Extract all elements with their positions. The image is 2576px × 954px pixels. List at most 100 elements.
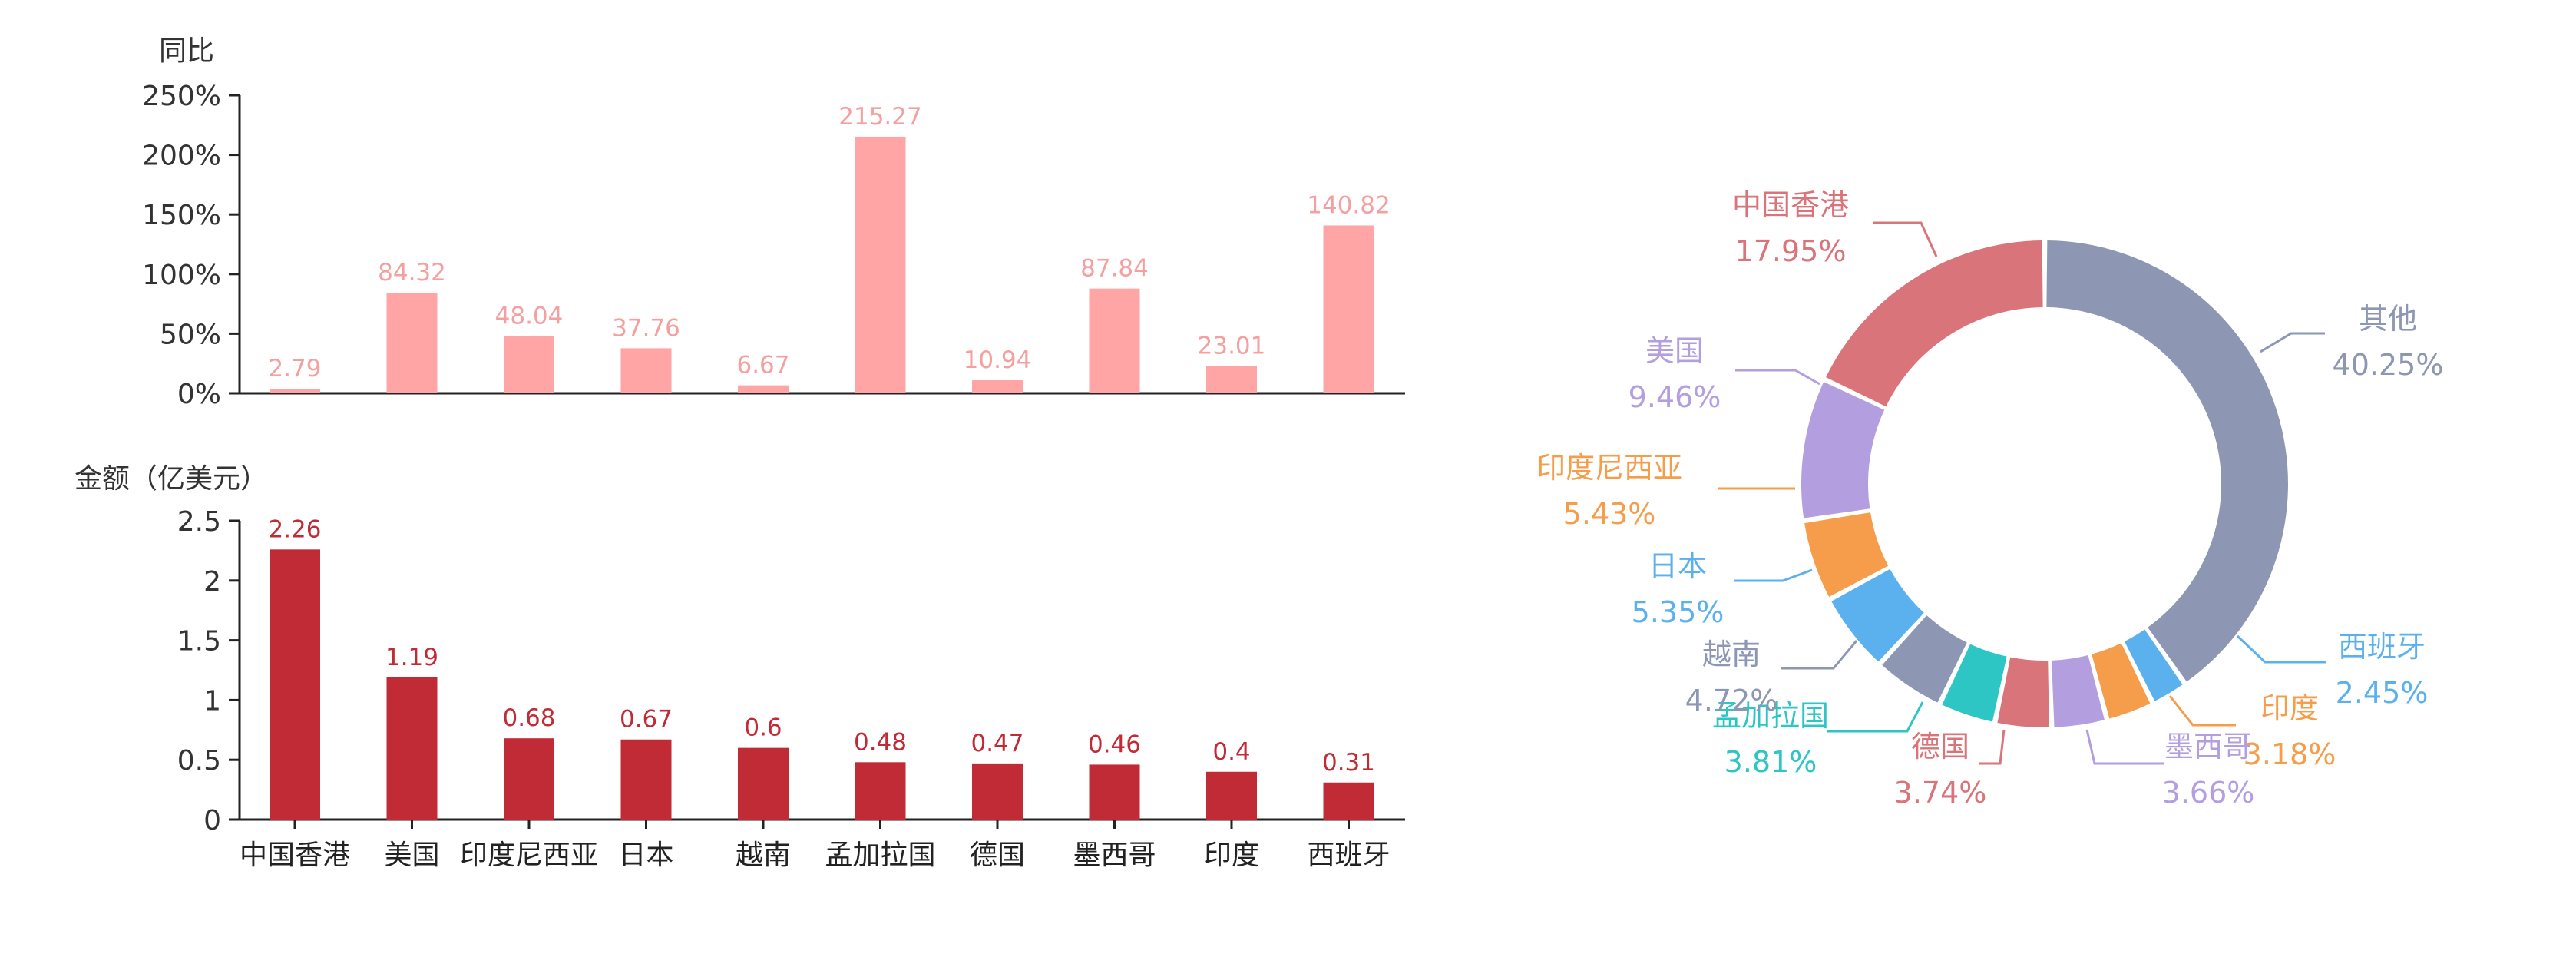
x-tick-label: 日本 [618,840,673,871]
slice-percent-label: 17.95% [1735,234,1847,268]
slice-name-label: 墨西哥 [2164,730,2252,764]
slice-name-label: 中国香港 [1732,188,1849,222]
bar-value-label: 0.48 [854,728,907,756]
bar-value-label: 0.68 [502,704,555,732]
slice-percent-label: 3.74% [1894,776,1987,810]
y-tick-label: 150% [142,200,221,231]
slice-name-label: 越南 [1702,638,1761,671]
slice-percent-label: 9.46% [1629,380,1721,414]
x-tick-label: 美国 [384,840,439,871]
bar-value-label: 2.26 [268,515,321,543]
amount-bar-chart: 金额（亿美元） 0 0.5 1 1.5 2 2.5 2.26 1.19 0.68 0.67 0.6… [74,463,1405,871]
bar-value-label: 84.32 [378,259,446,287]
y-tick-label: 0 [203,805,221,836]
bar-value-label: 0.6 [744,714,782,742]
bar [1206,771,1257,820]
bar-value-label: 0.67 [620,706,673,734]
x-tick-label: 德国 [970,840,1025,871]
bar-value-label: 140.82 [1307,191,1390,219]
slice-name-label: 西班牙 [2338,630,2426,664]
bar [620,348,672,393]
bar [738,385,789,393]
bar-value-label: 0.31 [1322,749,1375,777]
y-tick-label: 250% [142,81,221,112]
bar-value-label: 1.19 [385,644,438,671]
bar [504,336,554,393]
y-tick-label: 2 [203,566,221,598]
x-tick-label: 印度 [1204,840,1259,871]
slice-percent-label: 3.18% [2244,737,2336,771]
bar [972,763,1023,820]
slice-name-label: 印度 [2260,691,2319,725]
y-tick-label: 0% [177,379,221,410]
yoy-bar-chart: 同比 0% 50% 100% 150% 200% 250% 2.79 84.32 48.04 3… [142,35,1405,410]
slice-leader-line [1781,640,1858,670]
y-tick-label: 200% [142,141,221,172]
country-x-axis: 中国香港 美国 印度尼西亚 日本 越南 孟加拉国 德国 墨西哥 印度 西班牙 [240,820,1391,871]
bar-value-label: 23.01 [1198,332,1266,359]
bar-value-label: 0.46 [1088,730,1141,758]
amount-bars: 2.26 1.19 0.68 0.67 0.6 0.48 0.47 0.46 0.4 0.31 [268,515,1375,820]
donut-slice [1826,240,2043,407]
donut-slice [2124,629,2183,701]
y-tick-label: 50% [160,319,221,350]
x-tick-label: 印度尼西亚 [460,840,598,871]
x-tick-label: 孟加拉国 [825,840,935,871]
donut-slice [1831,568,1924,662]
slice-name-label: 德国 [1911,730,1969,764]
slice-leader-line [2236,634,2326,664]
x-tick-label: 中国香港 [240,840,350,871]
x-tick-label: 西班牙 [1307,840,1390,871]
slice-percent-label: 40.25% [2333,348,2444,382]
y-tick-label: 2.5 [177,506,221,538]
slice-leader-line [1734,568,1813,582]
donut-slice [1882,615,1967,703]
donut-slice [2046,240,2288,682]
slice-leader-line [1979,729,2006,765]
bar-value-label: 2.79 [268,355,321,383]
bar [1089,764,1140,820]
yoy-y-axis: 0% 50% 100% 150% 200% 250% [142,81,1405,410]
slice-name-label: 日本 [1648,549,1707,583]
bar-value-label: 215.27 [838,103,921,131]
donut-slice [2052,654,2105,727]
slice-leader-line [2085,729,2164,765]
slice-percent-label: 4.72% [1685,684,1778,717]
slice-name-label: 其他 [2359,302,2417,336]
slice-leader-line [2168,695,2236,727]
slice-leader-line [1873,221,1938,257]
bar-value-label: 6.67 [736,352,789,379]
bar [504,738,554,820]
bar [1089,288,1140,393]
bar [855,136,906,394]
bar [386,293,438,393]
y-tick-label: 1 [203,685,221,717]
y-tick-label: 0.5 [177,745,221,777]
x-tick-label: 墨西哥 [1073,840,1156,871]
bar-value-label: 37.76 [612,314,680,342]
bar [855,762,906,820]
slice-leader-line [1735,369,1820,386]
slice-percent-label: 2.45% [2336,676,2429,710]
slice-name-label: 印度尼西亚 [1536,451,1682,485]
bar [1323,782,1374,820]
share-donut-chart: 其他 40.25% 西班牙 2.45% 印度 3.18%墨西哥 3.66% 德国 3.74% 孟加… [1536,188,2443,810]
bar [270,549,320,820]
bar-value-label: 0.4 [1212,738,1250,766]
bar [386,677,438,820]
donut-slice [1804,512,1889,597]
amount-axis-title: 金额（亿美元） [74,463,268,495]
bar [972,380,1023,393]
yoy-bars: 2.79 84.32 48.04 37.76 6.67 215.27 10.94 87.84 2… [268,103,1391,394]
slice-name-label: 美国 [1645,334,1704,368]
slice-percent-label: 3.81% [1724,745,1817,779]
slice-leader-line [2260,332,2325,353]
slice-leader-line [1827,701,1924,733]
y-tick-label: 1.5 [177,626,221,658]
slice-percent-label: 3.66% [2162,776,2255,810]
bar [1323,225,1374,393]
donut-slice [1942,644,2007,722]
bar [1206,366,1257,393]
bar-value-label: 87.84 [1080,255,1149,283]
